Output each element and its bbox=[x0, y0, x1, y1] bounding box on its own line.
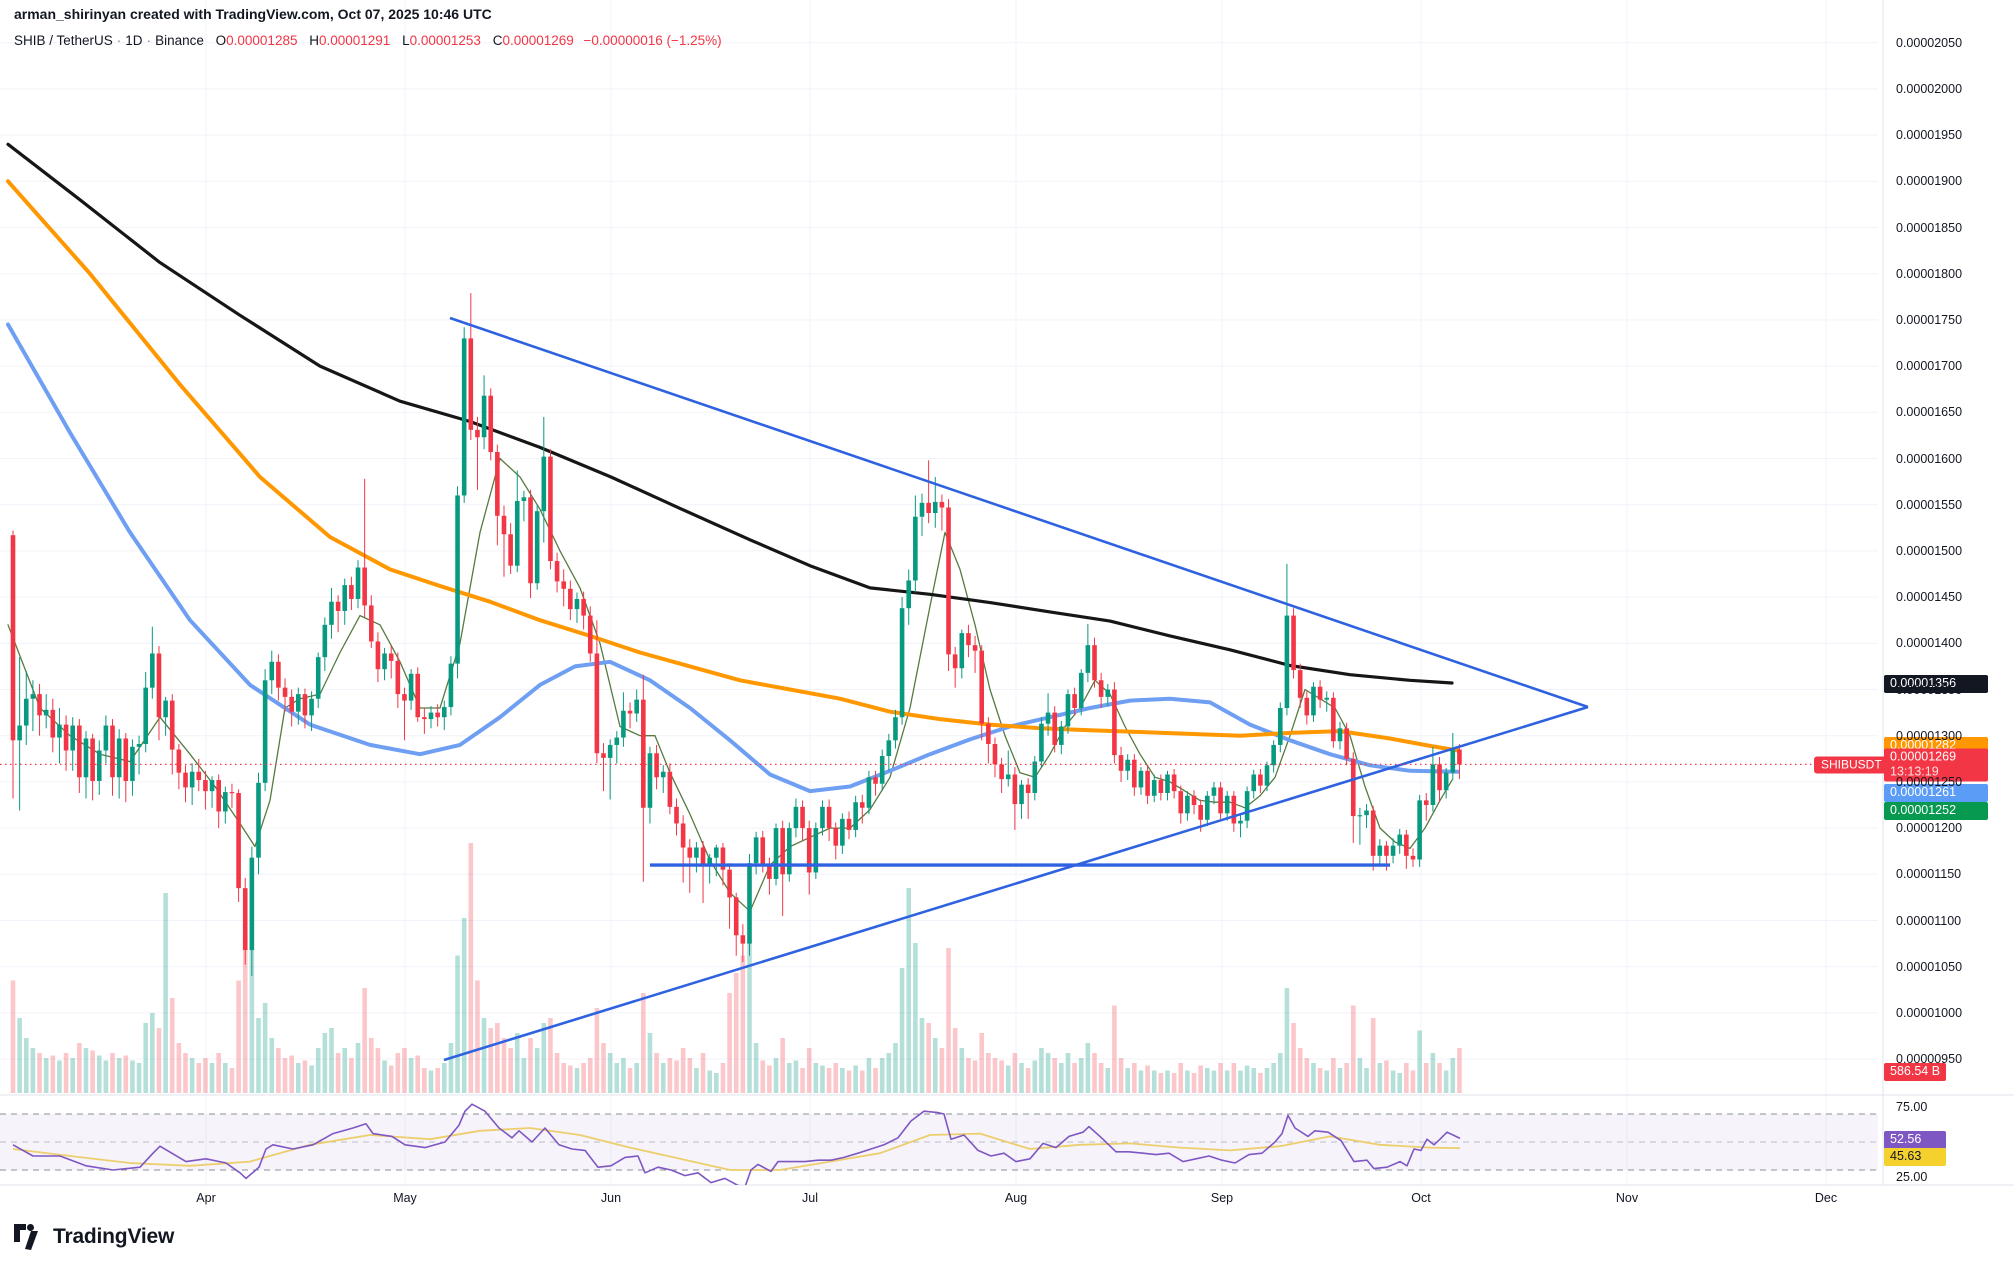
price-pane bbox=[0, 142, 1878, 1093]
rsi-value-badge: 52.56 bbox=[1884, 1131, 1946, 1149]
symbol-info-bar[interactable]: SHIB / TetherUS · 1D · Binance O0.00001285 H… bbox=[14, 33, 722, 48]
price-axis-label: 0.00001150 bbox=[1896, 867, 1962, 882]
last-price-badge: 0.00001269 13:13:19 bbox=[1884, 748, 1988, 782]
separator-dot: · bbox=[116, 33, 122, 48]
price-axis-label: 0.00000950 bbox=[1896, 1052, 1963, 1067]
price-axis-label: 0.00001000 bbox=[1896, 1005, 1963, 1020]
rsi-ma-badge: 45.63 bbox=[1884, 1148, 1946, 1166]
open-value: 0.00001285 bbox=[226, 33, 298, 48]
price-axis-label: 0.00001950 bbox=[1896, 128, 1963, 143]
price-axis-label: 0.00001250 bbox=[1896, 774, 1963, 789]
rsi-75-label: 75.00 bbox=[1896, 1100, 1928, 1114]
change-value: −0.00000016 (−1.25%) bbox=[583, 33, 722, 48]
bar-countdown: 13:13:19 bbox=[1890, 764, 1939, 779]
blue-ma-price-badge: 0.00001261 bbox=[1884, 784, 1988, 802]
credit-line: arman_shirinyan created with TradingView… bbox=[14, 6, 492, 22]
low-label: L bbox=[402, 33, 410, 48]
exchange[interactable]: Binance bbox=[155, 33, 204, 48]
month-label: Nov bbox=[1615, 1191, 1639, 1205]
price-axis-label: 0.00001400 bbox=[1896, 636, 1963, 651]
price-axis-label: 0.00001350 bbox=[1896, 682, 1963, 697]
price-axis-label: 0.00001850 bbox=[1896, 220, 1963, 235]
price-axis-label: 0.00001450 bbox=[1896, 590, 1963, 605]
month-label: Dec bbox=[1814, 1191, 1838, 1205]
rsi-25-label: 25.00 bbox=[1896, 1170, 1928, 1184]
rsi-pane bbox=[0, 1103, 1878, 1185]
price-axis-label: 0.00001050 bbox=[1896, 959, 1963, 974]
month-label: May bbox=[393, 1191, 417, 1205]
low-value: 0.00001253 bbox=[409, 33, 481, 48]
candles bbox=[10, 293, 1462, 976]
month-label: Apr bbox=[196, 1191, 216, 1205]
close-label: C bbox=[492, 33, 503, 48]
price-axis-label: 0.00001900 bbox=[1896, 174, 1963, 189]
open-label: O bbox=[215, 33, 227, 48]
month-label: Sep bbox=[1210, 1191, 1234, 1205]
interval[interactable]: 1D bbox=[125, 33, 143, 48]
price-axis-label: 0.00001300 bbox=[1896, 728, 1963, 743]
high-label: H bbox=[309, 33, 319, 48]
price-axis-label: 0.00001700 bbox=[1896, 359, 1963, 374]
gridlines bbox=[0, 0, 1878, 1185]
last-price-value: 0.00001269 bbox=[1890, 749, 1957, 764]
descending-trendline bbox=[449, 316, 1589, 709]
price-axis-label: 0.00001550 bbox=[1896, 497, 1963, 512]
month-label: Oct bbox=[1411, 1191, 1431, 1205]
tradingview-logo-text: TradingView bbox=[53, 1225, 175, 1248]
symbol-name[interactable]: SHIB / TetherUS bbox=[14, 33, 113, 48]
green-ma-price-badge: 0.00001252 bbox=[1884, 802, 1988, 820]
price-axis-label: 0.00002000 bbox=[1896, 81, 1963, 96]
high-value: 0.00001291 bbox=[318, 33, 391, 48]
month-label: Aug bbox=[1004, 1191, 1028, 1205]
separator-dot: · bbox=[146, 33, 152, 48]
month-label: Jul bbox=[802, 1191, 818, 1205]
ascending-trendline bbox=[443, 705, 1589, 1062]
price-axis-label: 0.00001650 bbox=[1896, 405, 1963, 420]
close-value: 0.00001269 bbox=[502, 33, 574, 48]
symbol-last-badge: SHIBUSDT bbox=[1814, 756, 1889, 774]
price-axis-label: 0.00001800 bbox=[1896, 266, 1963, 281]
volume-badge: 586.54 B bbox=[1884, 1063, 1947, 1081]
tradingview-logo[interactable]: TradingView bbox=[14, 1224, 174, 1250]
tradingview-logo-icon bbox=[14, 1224, 38, 1250]
black-ma-price-badge: 0.00001356 bbox=[1884, 675, 1988, 693]
price-axis-label: 0.00001600 bbox=[1896, 451, 1963, 466]
price-axis-label: 0.00002050 bbox=[1896, 35, 1963, 50]
month-label: Jun bbox=[600, 1191, 622, 1205]
price-axis-label: 0.00001100 bbox=[1896, 913, 1962, 928]
price-axis-label: 0.00001750 bbox=[1896, 312, 1963, 327]
volume-bars bbox=[10, 843, 1462, 1093]
price-axis-label: 0.00001500 bbox=[1896, 543, 1963, 558]
price-axis-label: 0.00001200 bbox=[1896, 821, 1963, 836]
